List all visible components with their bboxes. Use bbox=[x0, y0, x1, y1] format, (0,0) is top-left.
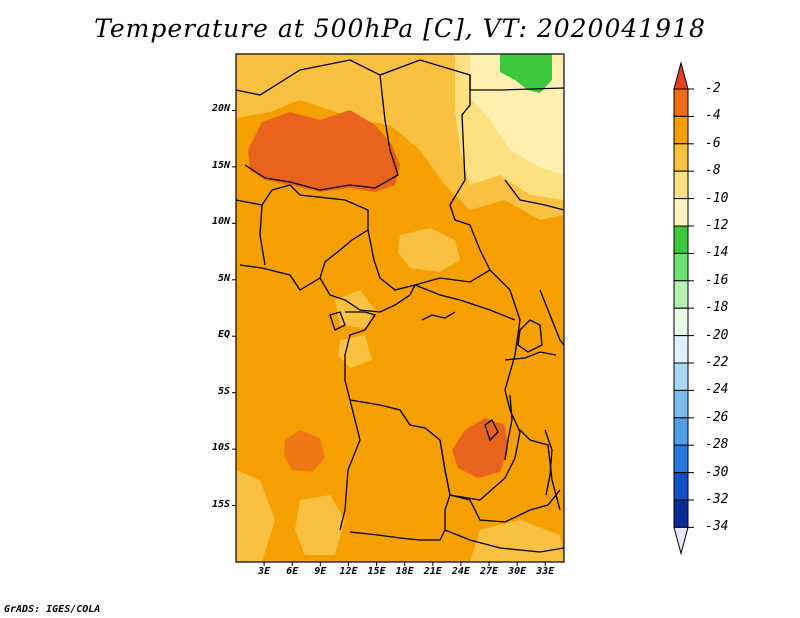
colorbar-swatch bbox=[673, 225, 689, 254]
colorbar-swatch bbox=[673, 143, 689, 172]
colorbar-label: -20 bbox=[705, 327, 729, 343]
colorbar-label: -30 bbox=[705, 464, 729, 480]
colorbar-swatch bbox=[673, 389, 689, 419]
lon-label: 21E bbox=[423, 566, 442, 577]
colorbar-label: -16 bbox=[705, 272, 729, 288]
latitude-ticks bbox=[232, 109, 236, 507]
country-borders bbox=[236, 59, 564, 553]
lon-label: 6E bbox=[286, 566, 299, 577]
colorbar-swatch bbox=[673, 472, 689, 501]
lat-label: 5S bbox=[217, 385, 230, 397]
colorbar-swatch bbox=[673, 88, 689, 117]
colorbar-label: -12 bbox=[705, 218, 729, 233]
colorbar-swatch bbox=[673, 170, 689, 200]
colorbar-swatch bbox=[673, 252, 689, 282]
colorbar-label: -32 bbox=[705, 492, 729, 507]
lon-label: 27E bbox=[479, 566, 499, 577]
field-green-patch bbox=[500, 54, 552, 93]
colorbar-label: -4 bbox=[705, 108, 721, 124]
colorbar-label: -6 bbox=[705, 135, 721, 151]
lon-label: 15E bbox=[367, 566, 386, 577]
colorbar-label: -14 bbox=[705, 245, 729, 261]
lon-label: 3E bbox=[258, 566, 271, 577]
colorbar bbox=[673, 61, 694, 556]
lat-label: 5N bbox=[217, 272, 230, 284]
colorbar-label: -22 bbox=[705, 355, 729, 370]
lon-label: 30E bbox=[508, 566, 527, 577]
lon-label: 24E bbox=[451, 566, 470, 577]
colorbar-swatch bbox=[673, 499, 689, 528]
colorbar-label: -28 bbox=[705, 437, 729, 453]
lat-label: 20N bbox=[211, 103, 230, 115]
colorbar-swatch bbox=[673, 362, 689, 391]
colorbar-swatch bbox=[673, 307, 689, 337]
temperature-field bbox=[236, 54, 564, 562]
colorbar-label: -10 bbox=[705, 190, 729, 206]
lon-label: 12E bbox=[339, 566, 358, 577]
lat-label: 10S bbox=[211, 442, 230, 454]
field-cool-south-a bbox=[236, 470, 275, 562]
colorbar-label: -34 bbox=[705, 519, 729, 535]
lon-label: 9E bbox=[314, 566, 327, 577]
colorbar-bottom-arrow bbox=[673, 526, 689, 556]
colorbar-swatch bbox=[673, 115, 689, 145]
colorbar-label: -8 bbox=[705, 163, 721, 179]
field-warm-north bbox=[248, 110, 400, 192]
colorbar-label: -24 bbox=[705, 382, 729, 398]
lat-label: EQ bbox=[217, 329, 230, 341]
colorbar-swatch bbox=[673, 335, 689, 364]
lon-label: 18E bbox=[395, 566, 414, 577]
lakes bbox=[421, 311, 553, 496]
colorbar-label: -26 bbox=[705, 409, 729, 425]
field-cool-middle bbox=[338, 335, 372, 368]
field-cooler-northeast bbox=[455, 54, 564, 200]
lat-label: 15S bbox=[211, 498, 230, 510]
lon-label: 33E bbox=[536, 566, 555, 577]
colorbar-swatch bbox=[673, 198, 689, 227]
field-cool-south-b bbox=[295, 495, 345, 555]
lat-label: 10N bbox=[211, 216, 230, 228]
colorbar-swatch bbox=[673, 280, 689, 309]
colorbar-top-arrow bbox=[673, 61, 689, 90]
colorbar-swatch bbox=[673, 417, 689, 446]
chart-title: Temperature at 500hPa [C], VT: 202004191… bbox=[94, 14, 706, 43]
map-frame bbox=[235, 53, 565, 563]
colorbar-label: -2 bbox=[705, 81, 721, 96]
colorbar-swatch bbox=[673, 444, 689, 474]
field-warm-southeast bbox=[452, 418, 508, 478]
field-cool-central bbox=[398, 228, 460, 272]
longitude-ticks bbox=[263, 562, 546, 566]
colorbar-label: -18 bbox=[705, 300, 729, 316]
credit-text: GrADS: IGES/COLA bbox=[4, 604, 101, 615]
lat-label: 15N bbox=[211, 159, 230, 171]
field-warm-southwest bbox=[284, 430, 325, 472]
